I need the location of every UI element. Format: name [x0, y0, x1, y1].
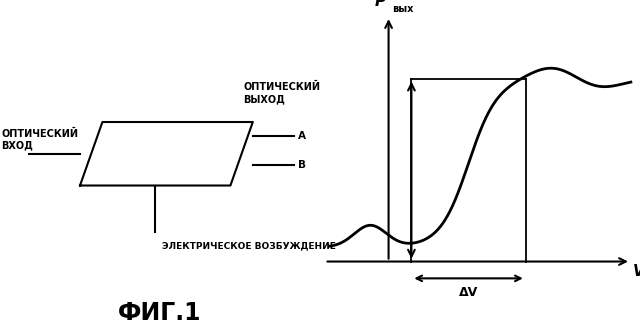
Text: В: В — [298, 160, 306, 170]
Polygon shape — [80, 122, 253, 186]
Text: вых: вых — [392, 4, 413, 14]
Text: ОПТИЧЕСКИЙ
ВХОД: ОПТИЧЕСКИЙ ВХОД — [2, 129, 79, 150]
Text: А: А — [298, 132, 306, 141]
Text: ΔV: ΔV — [459, 286, 478, 298]
Text: P: P — [375, 0, 387, 9]
Text: ЭЛЕКТРИЧЕСКОЕ ВОЗБУЖДЕНИЕ: ЭЛЕКТРИЧЕСКОЕ ВОЗБУЖДЕНИЕ — [161, 242, 335, 251]
Text: ФИГ.1: ФИГ.1 — [118, 301, 202, 325]
Text: ОПТИЧЕСКИЙ
ВЫХОД: ОПТИЧЕСКИЙ ВЫХОД — [243, 82, 320, 104]
Text: V: V — [633, 264, 640, 279]
